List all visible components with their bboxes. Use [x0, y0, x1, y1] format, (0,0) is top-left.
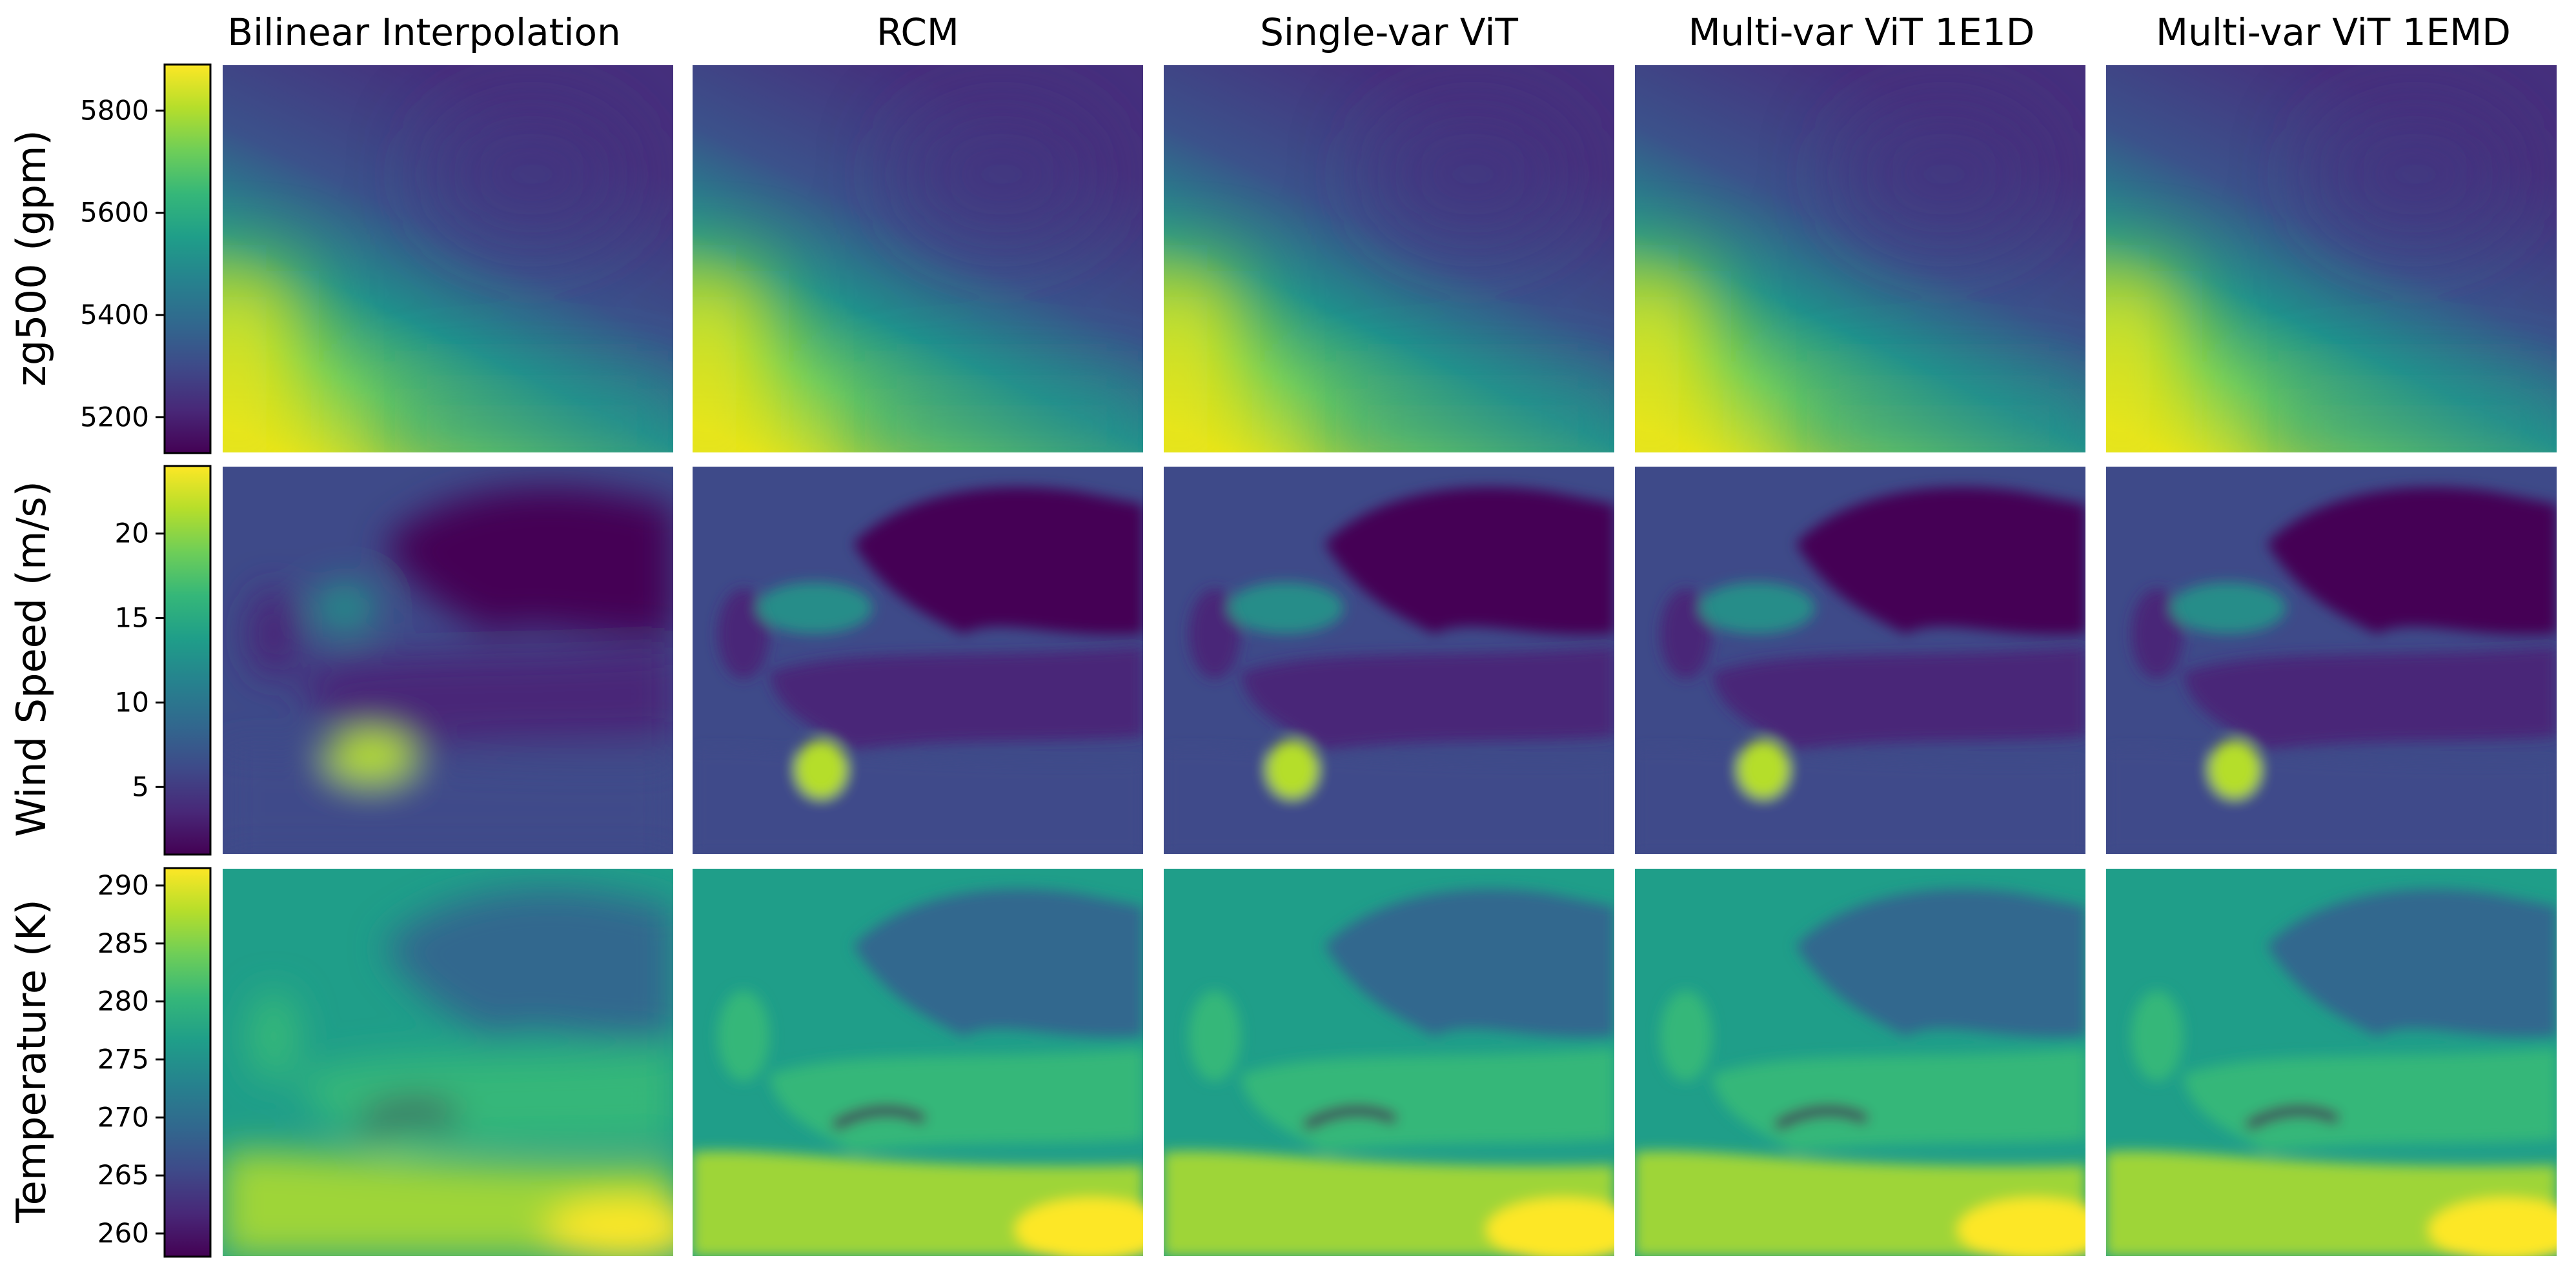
colorbar-tick-label: 20 [115, 518, 149, 549]
heatmap-panel [1634, 64, 2087, 454]
heatmap-panel [1162, 465, 1616, 855]
colorbar [163, 465, 212, 856]
colorbars: 5200 5400 5600 5800 5 10 15 20 260 265 270 275 280 28… [80, 63, 212, 1258]
panel-border [691, 867, 1144, 1257]
column-title-multi-var-vit-1e1d: Multi-var ViT 1E1D [1689, 10, 2035, 54]
heatmap-panel [2105, 867, 2558, 1257]
panel-border [2105, 867, 2558, 1257]
heatmap-panel [691, 465, 1144, 855]
heatmap-panel [1634, 867, 2087, 1257]
colorbar [163, 867, 212, 1258]
colorbar-tick-label: 5600 [80, 197, 149, 228]
heatmap-panel [221, 465, 674, 855]
colorbar-tick-label: 5200 [80, 401, 149, 433]
column-titles: Bilinear Interpolation RCM Single-var Vi… [227, 10, 2511, 54]
colorbar-tick-label: 10 [115, 686, 149, 718]
heatmap-panel [1634, 465, 2087, 855]
colorbar-tick-label: 5 [132, 771, 149, 802]
row-label-temperature: Temperature (K) [8, 899, 55, 1223]
heatmap-panels [221, 64, 2558, 1257]
panel-border [691, 465, 1144, 855]
heatmap-panel [221, 64, 674, 454]
panel-border [221, 64, 674, 454]
panel-border [691, 64, 1144, 454]
panel-border [1634, 867, 2087, 1257]
colorbar-tick-label: 5400 [80, 299, 149, 330]
column-title-rcm: RCM [877, 10, 959, 54]
colorbar-tick-label: 265 [97, 1159, 149, 1191]
column-title-multi-var-vit-1emd: Multi-var ViT 1EMD [2156, 10, 2511, 54]
panel-border [221, 465, 674, 855]
heatmap-panel [1162, 64, 1616, 454]
colorbar [163, 63, 212, 454]
colorbar-tick-label: 280 [97, 986, 149, 1017]
colorbar-tick-label: 275 [97, 1044, 149, 1075]
colorbar-tick-label: 270 [97, 1101, 149, 1133]
panel-border [2105, 465, 2558, 855]
column-title-single-var-vit: Single-var ViT [1260, 10, 1518, 54]
heatmap-panel [691, 64, 1144, 454]
heatmap-panel [1162, 867, 1616, 1257]
colorbar-tick-label: 5800 [80, 94, 149, 126]
panel-border [1162, 867, 1616, 1257]
row-label-zg500: zg500 (gpm) [8, 130, 55, 386]
panel-border [1162, 465, 1616, 855]
panel-border [2105, 64, 2558, 454]
column-title-bilinear: Bilinear Interpolation [227, 10, 621, 54]
colorbar-tick-label: 285 [97, 927, 149, 959]
panel-border [1634, 465, 2087, 855]
heatmap-panel [691, 867, 1144, 1257]
heatmap-panel [221, 867, 674, 1257]
panel-border [1634, 64, 2087, 454]
row-labels: zg500 (gpm) Wind Speed (m/s) Temperature… [8, 130, 55, 1223]
panel-border [1162, 64, 1616, 454]
panel-border [221, 867, 674, 1257]
colorbar-tick-label: 15 [115, 602, 149, 634]
colorbar-tick-label: 260 [97, 1217, 149, 1249]
colorbar-tick-label: 290 [97, 869, 149, 901]
heatmap-panel [2105, 465, 2558, 855]
row-label-wind-speed: Wind Speed (m/s) [8, 481, 55, 837]
heatmap-panel [2105, 64, 2558, 454]
